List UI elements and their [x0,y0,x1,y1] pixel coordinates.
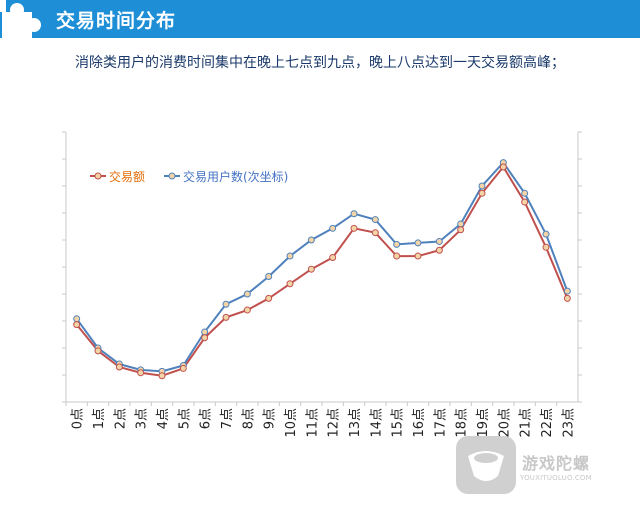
watermark-text: 游戏陀螺 [522,454,591,473]
data-point-amount [393,252,401,260]
chart-subtitle: 消除类用户的消费时间集中在晚上七点到九点，晚上八点达到一天交易额高峰； [75,55,565,71]
x-tick-label: 16点 [412,408,427,438]
data-point-amount [350,224,358,232]
x-tick-label: 2点 [113,408,128,429]
data-point-users [350,210,358,218]
data-point-amount [307,265,315,273]
data-point-users [222,300,230,308]
watermark-logo-icon [456,436,516,494]
x-tick-label: 22点 [540,408,555,438]
data-point-users [521,189,529,197]
header-bar [0,0,640,38]
series-line-amount [75,165,569,377]
x-tick-label: 13点 [348,408,363,438]
data-point-amount [94,347,102,355]
x-tick-label: 12点 [327,408,342,438]
x-tick-label: 7点 [220,408,235,429]
data-point-amount [499,163,507,171]
data-point-users [414,239,422,247]
data-point-amount [201,334,209,342]
data-point-amount [457,226,465,234]
legend-marker-users [168,172,176,180]
data-point-users [563,287,571,295]
x-tick-label: 9点 [263,408,278,429]
x-tick-label: 6点 [199,408,214,429]
data-point-amount [115,363,123,371]
x-tick-label: 19点 [476,408,491,438]
x-tick-label: 5点 [177,408,192,429]
data-point-users [478,182,486,190]
data-point-amount [371,229,379,237]
data-point-users [329,224,337,232]
data-point-amount [243,306,251,314]
x-tick-label: 20点 [497,408,512,438]
data-point-users [201,328,209,336]
data-point-amount [158,372,166,380]
data-point-users [542,230,550,238]
data-point-amount [265,294,273,302]
data-point-users [457,220,465,228]
x-tick-label: 10点 [284,408,299,438]
data-point-users [393,240,401,248]
series-line-users [75,161,569,373]
data-point-amount [478,189,486,197]
legend-label-amount: 交易额 [109,169,145,184]
data-point-amount [222,313,230,321]
data-point-amount [137,369,145,377]
data-point-amount [329,254,337,262]
legend-label-users: 交易用户数(次坐标) [183,169,288,184]
data-point-amount [521,198,529,206]
data-point-amount [286,280,294,288]
data-point-users [73,315,81,323]
page-title: 交易时间分布 [56,10,177,32]
x-tick-label: 23点 [561,408,576,438]
data-point-users [435,237,443,245]
data-point-amount [563,294,571,302]
legend-marker-amount [94,172,102,180]
data-point-users [371,216,379,224]
puzzle-logo-icon [0,0,41,38]
x-tick-label: 21点 [519,408,534,438]
x-tick-label: 1点 [92,408,107,429]
x-tick-label: 17点 [433,408,448,438]
data-point-users [286,252,294,260]
watermark-url: YOUXITUOLUO.COM [520,474,592,482]
data-point-users [265,272,273,280]
x-tick-label: 3点 [135,408,150,429]
x-tick-label: 8点 [241,408,256,429]
data-point-amount [435,246,443,254]
x-tick-label: 18点 [455,408,470,438]
x-tick-label: 4点 [156,408,171,429]
data-point-users [243,290,251,298]
data-point-amount [414,252,422,260]
x-tick-label: 0点 [71,408,86,429]
data-point-users [307,236,315,244]
x-tick-label: 11点 [305,408,320,438]
data-point-amount [73,321,81,329]
data-point-amount [179,364,187,372]
x-tick-label: 15点 [391,408,406,438]
x-tick-label: 14点 [369,408,384,438]
data-point-amount [542,243,550,251]
